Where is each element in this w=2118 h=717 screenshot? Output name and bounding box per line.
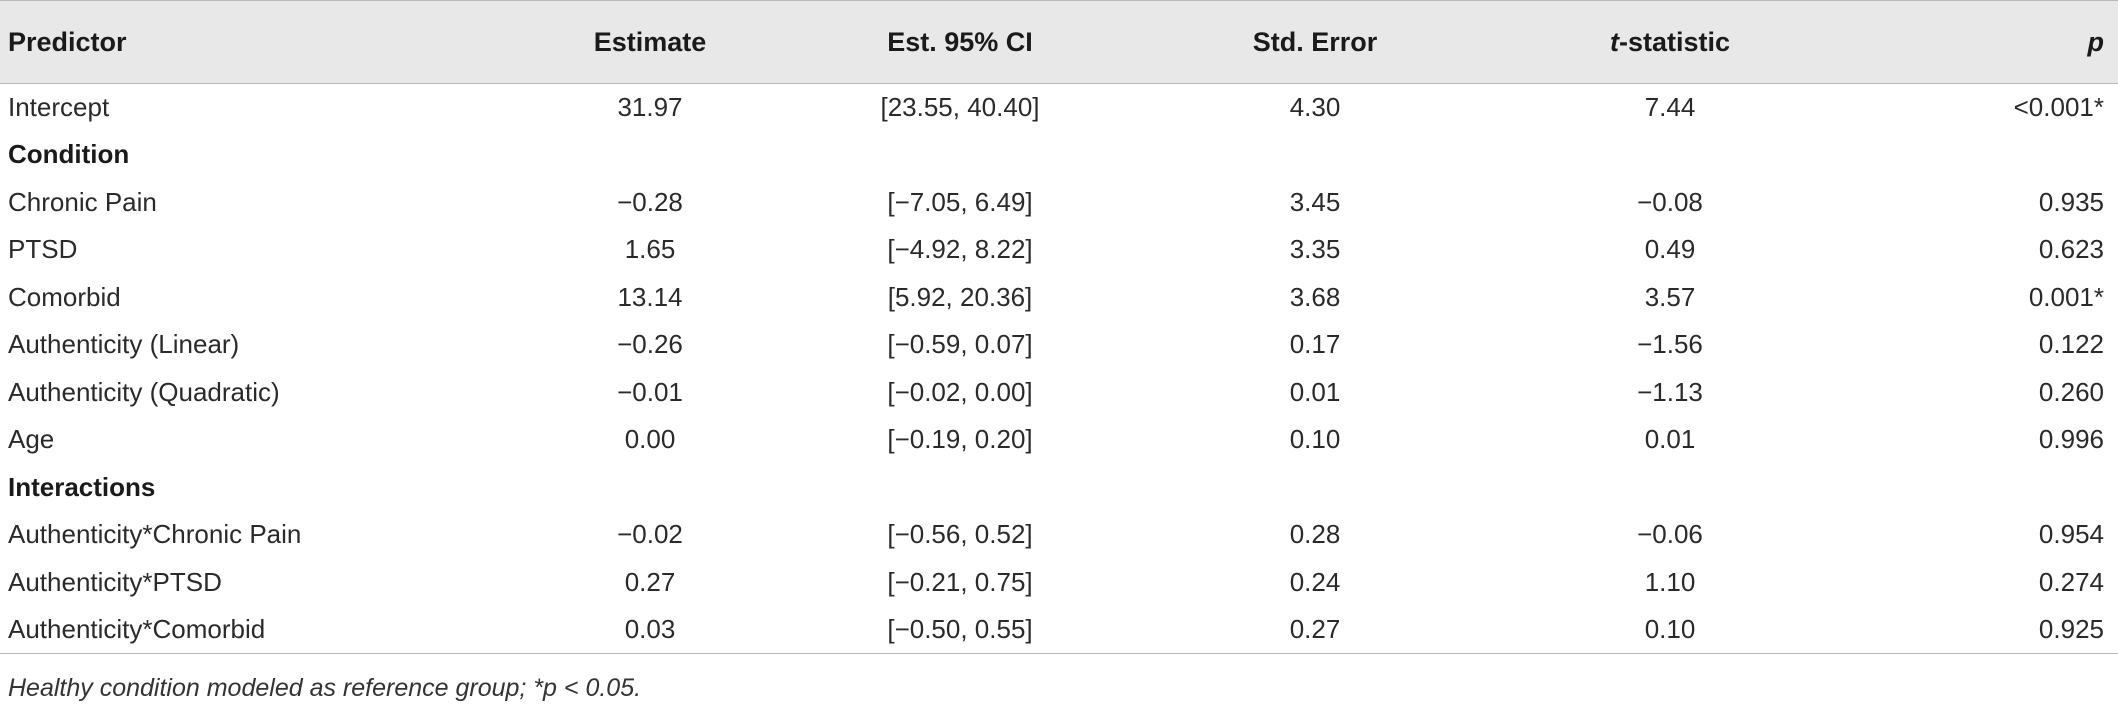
- table-row: Authenticity*PTSD 0.27 [−0.21, 0.75] 0.24 1.…: [0, 559, 2118, 607]
- header-t-italic: t: [1609, 26, 1619, 57]
- regression-table: Predictor Estimate Est. 95% CI Std. Erro…: [0, 0, 2118, 654]
- header-estimate: Estimate: [520, 0, 780, 84]
- cell-ci: [−7.05, 6.49]: [887, 186, 1033, 217]
- header-t-statistic: t-statistic: [1490, 0, 1850, 84]
- cell-std-error: 4.30: [1289, 92, 1341, 122]
- cell-estimate: −0.01: [617, 376, 683, 407]
- cell-predictor: Intercept: [8, 92, 110, 122]
- table-footnote: Healthy condition modeled as reference g…: [8, 674, 642, 702]
- cell-std-error: 3.45: [1289, 186, 1341, 217]
- cell-t-statistic: −0.08: [1637, 186, 1703, 217]
- cell-std-error: 3.68: [1289, 281, 1341, 312]
- cell-estimate: 1.65: [624, 234, 676, 265]
- cell-std-error: 0.17: [1289, 329, 1341, 360]
- cell-t-statistic: 0.10: [1490, 606, 1850, 654]
- cell-estimate: −0.26: [617, 329, 683, 360]
- cell-p: 0.001*: [2028, 281, 2104, 312]
- cell-ci: [−0.02, 0.00]: [887, 376, 1033, 407]
- table-row: PTSD 1.65 [−4.92, 8.22] 3.35 0.49 0.623: [0, 226, 2118, 274]
- cell-predictor: Authenticity*Chronic Pain: [8, 519, 302, 550]
- cell-t-statistic: 3.57: [1644, 281, 1696, 312]
- cell-predictor: Chronic Pain: [8, 186, 157, 217]
- cell-estimate: 0.03: [520, 606, 780, 654]
- section-label: Interactions: [8, 471, 156, 502]
- cell-ci: [−0.56, 0.52]: [887, 519, 1033, 550]
- cell-predictor: Authenticity*Comorbid: [0, 606, 520, 654]
- table-row: Authenticity (Quadratic) −0.01 [−0.02, 0.0…: [0, 369, 2118, 417]
- cell-std-error: 0.24: [1289, 566, 1341, 597]
- cell-std-error: 0.28: [1289, 519, 1341, 550]
- section-label: Condition: [8, 139, 130, 170]
- cell-p: 0.935: [2038, 186, 2104, 217]
- cell-p: 0.925: [1850, 606, 2118, 654]
- cell-p: 0.954: [2038, 519, 2104, 550]
- cell-p: 0.996: [2038, 424, 2104, 455]
- cell-t-statistic: −0.06: [1637, 519, 1703, 550]
- header-ci: Est. 95% CI: [780, 0, 1140, 84]
- cell-predictor: Authenticity*PTSD: [8, 566, 222, 597]
- cell-p: 0.274: [2038, 566, 2104, 597]
- cell-estimate: −0.02: [617, 519, 683, 550]
- cell-predictor: Authenticity (Quadratic): [8, 376, 280, 407]
- header-t-rest: -statistic: [1618, 26, 1731, 57]
- table-row: Authenticity*Comorbid 0.03 [−0.50, 0.55] 0.…: [0, 606, 2118, 654]
- cell-std-error: 0.27: [1140, 606, 1490, 654]
- cell-estimate: 13.14: [617, 281, 683, 312]
- table-row: Authenticity*Chronic Pain −0.02 [−0.56, 0.…: [0, 511, 2118, 559]
- regression-table-container: Predictor Estimate Est. 95% CI Std. Erro…: [0, 0, 2118, 654]
- cell-p: 0.122: [2038, 329, 2104, 360]
- section-row: Interactions: [0, 464, 2118, 512]
- cell-ci: [−0.59, 0.07]: [887, 329, 1033, 360]
- cell-predictor: Age: [8, 424, 55, 455]
- cell-t-statistic: 0.49: [1644, 234, 1696, 265]
- cell-t-statistic: −1.13: [1637, 376, 1703, 407]
- table-row: Chronic Pain −0.28 [−7.05, 6.49] 3.45 −0.08 0…: [0, 179, 2118, 227]
- cell-predictor: PTSD: [8, 234, 78, 265]
- cell-estimate: 0.27: [624, 566, 676, 597]
- table-row: Comorbid 13.14 [5.92, 20.36] 3.68 3.57 0.001*: [0, 274, 2118, 322]
- cell-t-statistic: 7.44: [1644, 92, 1696, 122]
- cell-t-statistic: 1.10: [1644, 566, 1696, 597]
- cell-predictor: Authenticity (Linear): [8, 329, 240, 360]
- table-body: Intercept 31.97 [23.55, 40.40] 4.30 7.44 <0.0…: [0, 84, 2118, 654]
- cell-ci: [−0.21, 0.75]: [887, 566, 1033, 597]
- header-p: p: [1850, 0, 2118, 84]
- cell-p: 0.260: [2038, 376, 2104, 407]
- cell-p: <0.001*: [2013, 92, 2104, 122]
- section-row: Condition: [0, 131, 2118, 179]
- cell-std-error: 0.10: [1289, 424, 1341, 455]
- cell-std-error: 0.01: [1289, 376, 1341, 407]
- cell-estimate: 31.97: [617, 92, 683, 122]
- cell-t-statistic: 0.01: [1644, 424, 1696, 455]
- header-std-error: Std. Error: [1140, 0, 1490, 84]
- cell-ci: [5.92, 20.36]: [887, 281, 1033, 312]
- cell-std-error: 3.35: [1289, 234, 1341, 265]
- table-row: Age 0.00 [−0.19, 0.20] 0.10 0.01 0.996: [0, 416, 2118, 464]
- cell-estimate: 0.00: [624, 424, 676, 455]
- cell-predictor: Comorbid: [8, 281, 121, 312]
- cell-ci: [23.55, 40.40]: [880, 92, 1040, 122]
- cell-ci: [−0.50, 0.55]: [780, 606, 1140, 654]
- cell-p: 0.623: [2038, 234, 2104, 265]
- cell-t-statistic: −1.56: [1637, 329, 1703, 360]
- header-predictor: Predictor: [0, 0, 520, 84]
- cell-ci: [−4.92, 8.22]: [887, 234, 1033, 265]
- header-p-italic: p: [2087, 26, 2105, 57]
- cell-estimate: −0.28: [617, 186, 683, 217]
- table-header-row: Predictor Estimate Est. 95% CI Std. Erro…: [0, 0, 2118, 84]
- cell-ci: [−0.19, 0.20]: [887, 424, 1033, 455]
- table-row: Authenticity (Linear) −0.26 [−0.59, 0.07] 0…: [0, 321, 2118, 369]
- table-row: Intercept 31.97 [23.55, 40.40] 4.30 7.44 <0.0…: [0, 84, 2118, 132]
